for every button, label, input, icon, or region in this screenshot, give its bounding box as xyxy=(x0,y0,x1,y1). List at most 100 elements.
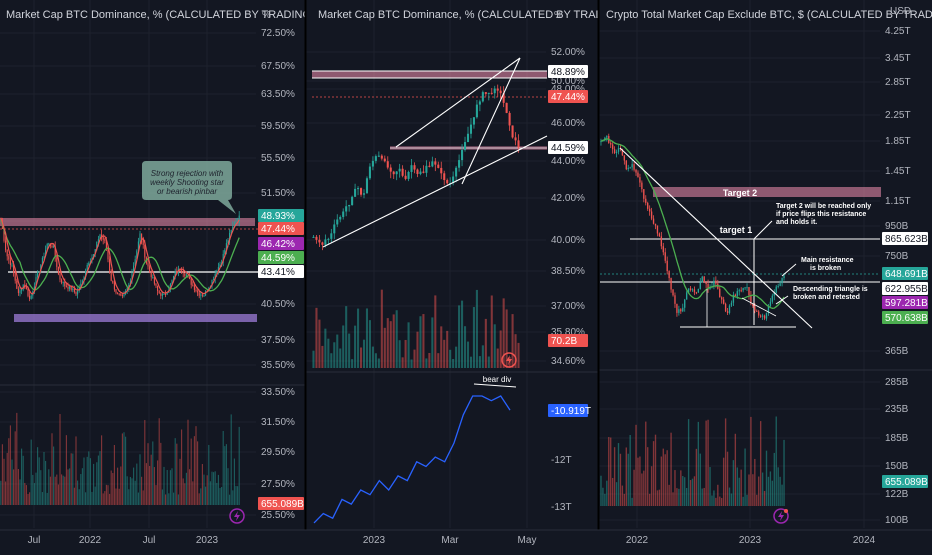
candle-body xyxy=(192,284,194,286)
volume-bar xyxy=(153,467,155,505)
volume-bar xyxy=(91,491,93,505)
volume-bar xyxy=(750,416,752,506)
candle-body xyxy=(746,287,748,289)
candle-body xyxy=(105,240,107,250)
volume-bar xyxy=(357,308,360,368)
x-tick-label: Mar xyxy=(441,535,459,546)
candle-body xyxy=(742,288,744,291)
volume-bar xyxy=(214,471,216,505)
volume-bar xyxy=(43,452,45,505)
lightning-icon[interactable] xyxy=(773,508,789,524)
candle-body xyxy=(24,284,26,287)
y-tick-label: 100B xyxy=(885,515,909,526)
volume-bar xyxy=(654,434,657,506)
x-tick-label: May xyxy=(518,535,537,546)
y-tick-label: 42.00% xyxy=(551,193,585,204)
candle-body xyxy=(128,284,130,289)
y-tick-label: 63.50% xyxy=(261,89,295,100)
candle-body xyxy=(5,240,7,250)
candle-body xyxy=(327,238,330,240)
volume-bar xyxy=(128,489,130,505)
candle-body xyxy=(64,282,66,287)
candle-body xyxy=(41,257,43,266)
volume-bar xyxy=(660,456,663,506)
lightning-icon[interactable] xyxy=(501,352,517,368)
candle-body xyxy=(695,292,698,294)
candle-body xyxy=(627,167,629,170)
price-label: 47.44% xyxy=(261,224,295,235)
candle-body xyxy=(104,239,106,241)
candle-body xyxy=(481,92,484,102)
volume-bar xyxy=(324,328,327,368)
candle-body xyxy=(650,211,653,219)
volume-bar xyxy=(746,494,748,506)
volume-bar xyxy=(224,446,226,505)
volume-bar xyxy=(487,356,490,368)
candle-body xyxy=(174,271,176,277)
volume-bar xyxy=(434,295,437,368)
candle-body xyxy=(232,226,234,231)
volume-bar xyxy=(5,481,7,505)
candle-body xyxy=(102,236,104,240)
volume-bar xyxy=(472,307,475,368)
candle-body xyxy=(176,271,178,273)
volume-bar xyxy=(21,448,23,505)
volume-bar xyxy=(125,436,127,505)
volume-bar xyxy=(107,485,109,505)
volume-bar xyxy=(734,433,737,506)
candle-body xyxy=(401,168,404,176)
volume-bar xyxy=(232,490,234,505)
volume-bar xyxy=(392,314,395,368)
volume-bar xyxy=(336,334,339,368)
price-label: 622.955B xyxy=(885,284,928,295)
volume-bar xyxy=(184,483,186,505)
volume-bar xyxy=(17,469,19,505)
price-label-badge xyxy=(258,265,304,278)
volume-bar xyxy=(139,454,141,505)
volume-bar xyxy=(769,471,772,506)
candle-body xyxy=(478,101,481,105)
candle-body xyxy=(490,92,493,94)
volume-bar xyxy=(416,331,419,368)
candle-body xyxy=(57,266,59,275)
candle-body xyxy=(455,167,458,177)
volume-bar xyxy=(719,496,721,506)
candle-body xyxy=(674,295,676,304)
volume-bar xyxy=(96,462,98,505)
x-tick-label: 2022 xyxy=(626,535,649,546)
candle-body xyxy=(635,169,637,173)
candle-body xyxy=(461,149,464,161)
volume-bar xyxy=(89,458,91,505)
volume-bar xyxy=(198,493,200,505)
volume-bar xyxy=(613,447,616,506)
candle-body xyxy=(386,161,389,168)
candle-body xyxy=(752,303,754,307)
candle-body xyxy=(348,205,351,207)
volume-bar xyxy=(102,493,104,505)
volume-bar xyxy=(701,488,703,506)
oscillator-tick-label: -13T xyxy=(551,502,572,513)
x-tick-label: 2022 xyxy=(79,535,102,546)
candle-body xyxy=(339,216,342,220)
y-tick-label: 1.45T xyxy=(885,166,911,177)
price-label-badge xyxy=(258,222,304,235)
volume-bar xyxy=(362,339,366,368)
volume-bar xyxy=(631,497,633,506)
candle-body xyxy=(672,289,674,296)
candle-body xyxy=(505,102,508,113)
volume-bar xyxy=(342,325,345,368)
volume-bar xyxy=(672,492,674,506)
candle-body xyxy=(472,117,475,125)
candle-body xyxy=(324,239,327,245)
candle-body xyxy=(374,156,377,161)
volume-bar xyxy=(75,436,77,505)
candle-body xyxy=(458,160,461,168)
candle-body xyxy=(744,287,746,289)
lightning-icon[interactable] xyxy=(229,508,245,524)
candle-body xyxy=(16,280,18,289)
volume-bar xyxy=(401,357,404,368)
volume-bar xyxy=(781,484,783,506)
volume-bar xyxy=(94,486,96,505)
candle-body xyxy=(216,271,218,274)
volume-bar xyxy=(195,426,197,505)
